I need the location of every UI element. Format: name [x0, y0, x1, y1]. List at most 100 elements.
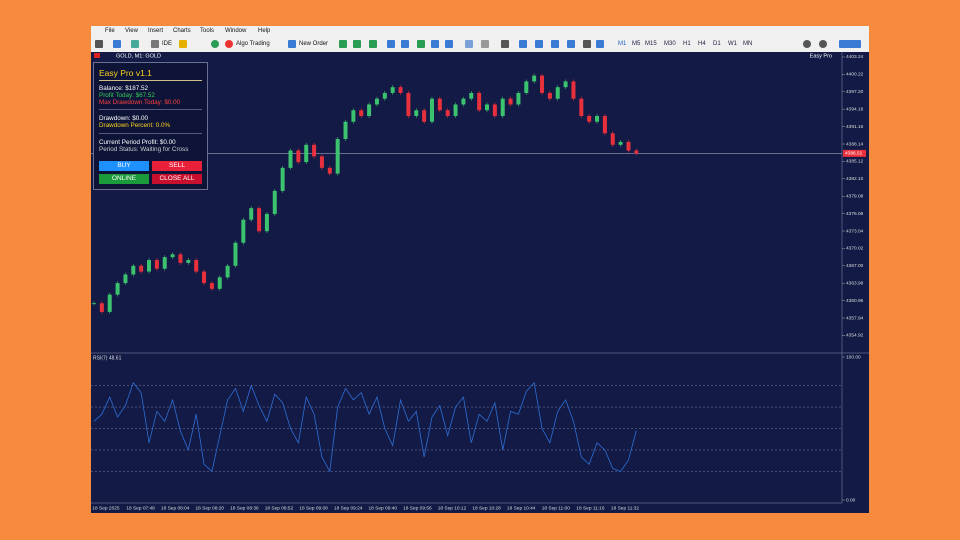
icon [417, 40, 425, 48]
time-label: 18 Sep 11:32 [611, 505, 640, 511]
menu-item[interactable]: Help [258, 28, 271, 34]
icon [369, 40, 377, 48]
icon [465, 40, 473, 48]
timeframe-button[interactable]: M1 [618, 41, 627, 47]
time-label: 18 Sep 07:48 [126, 505, 155, 511]
time-label: 18 Sep 11:00 [542, 505, 571, 511]
price-label: 4388.14 [846, 141, 864, 147]
price-label: 4370.02 [846, 246, 864, 252]
icon [596, 40, 604, 48]
current-price-label: 4386.51 [845, 151, 863, 157]
flag-icon [94, 53, 100, 58]
timeframe-button[interactable]: D1 [713, 41, 721, 47]
price-label: 4400.22 [846, 72, 864, 78]
current-period-profit: Current Period Profit: $0.00 [99, 139, 176, 146]
icon [179, 40, 187, 48]
buy-button[interactable]: BUY [99, 161, 149, 171]
timeframe-button[interactable]: MN [743, 41, 753, 47]
icon [803, 40, 811, 48]
online-button[interactable]: ONLINE [99, 174, 149, 184]
price-label: 4363.98 [846, 280, 864, 286]
time-label: 18 Sep 08:04 [161, 505, 190, 511]
time-label: 18 Sep 08:20 [196, 505, 225, 511]
icon [431, 40, 439, 48]
ide-button[interactable]: IDE [162, 41, 173, 47]
menu-item[interactable]: Tools [200, 28, 215, 34]
icon [839, 40, 861, 48]
time-label: 18 Sep 10:12 [438, 505, 467, 511]
icon [131, 40, 139, 48]
separator [99, 109, 202, 110]
time-label: 18 Sep 09:56 [403, 505, 432, 511]
timeframe-button[interactable]: M15 [645, 41, 657, 47]
icon [535, 40, 543, 48]
icon [819, 40, 827, 48]
icon [339, 40, 347, 48]
time-label: 18 Sep 10:44 [507, 505, 536, 511]
timeframe-button[interactable]: H4 [698, 41, 706, 47]
time-label: 18 Sep 09:08 [299, 505, 328, 511]
balance: Balance: $187.52 [99, 85, 149, 92]
rsi-line [93, 381, 637, 473]
timeframe-button[interactable]: M5 [632, 41, 641, 47]
icon [501, 40, 509, 48]
menu-item[interactable]: Window [225, 28, 247, 34]
price-label: 4391.16 [846, 124, 864, 130]
timeframe-button[interactable]: M30 [664, 41, 676, 47]
timeframe-button[interactable]: H1 [683, 41, 691, 47]
chart-header: GOLD, M1: GOLD [116, 53, 161, 59]
sell-button[interactable]: SELL [152, 161, 202, 171]
separator [99, 133, 202, 134]
time-label: 18 Sep 09:40 [369, 505, 398, 511]
time-label: 18 Sep 08:52 [265, 505, 294, 511]
rsi-tick-label: 100.00 [846, 354, 861, 360]
icon [95, 40, 103, 48]
price-label: 4397.20 [846, 89, 864, 95]
icon [567, 40, 575, 48]
price-label: 4354.92 [846, 333, 864, 339]
menu-item[interactable]: View [125, 28, 138, 34]
indicator-name: Easy Pro [810, 53, 832, 59]
icon [583, 40, 591, 48]
price-label: 4382.10 [846, 176, 864, 182]
price-label: 4373.04 [846, 228, 864, 234]
price-label: 4379.08 [846, 193, 864, 199]
menu-item[interactable]: Insert [148, 28, 164, 34]
menu-item[interactable]: File [105, 28, 115, 34]
price-label: 4357.94 [846, 315, 864, 321]
period-status: Period Status: Waiting for Cross [99, 146, 189, 153]
icon [445, 40, 453, 48]
easy-pro-panel: Easy Pro v1.1 Balance: $187.52 Profit To… [93, 62, 208, 190]
price-label: 4385.12 [846, 159, 864, 165]
price-label: 4360.96 [846, 298, 864, 304]
time-label: 18 Sep 2025 [92, 505, 120, 511]
algo-trading-button[interactable]: Algo Trading [236, 41, 270, 47]
icon [225, 40, 233, 48]
close-all-button[interactable]: CLOSE ALL [152, 174, 202, 184]
time-label: 18 Sep 11:16 [576, 505, 605, 511]
menu-item[interactable]: Charts [173, 28, 191, 34]
drawdown: Drawdown: $0.00 [99, 115, 149, 122]
panel-title: Easy Pro v1.1 [99, 68, 152, 78]
max-drawdown-today: Max Drawdown Today: $0.00 [99, 99, 181, 106]
price-label: 4376.06 [846, 211, 864, 217]
icon [481, 40, 489, 48]
time-label: 18 Sep 10:28 [472, 505, 501, 511]
current-price-box [843, 149, 866, 157]
price-label: 4394.18 [846, 106, 864, 112]
rsi-title: RSI(7) 48.61 [93, 355, 122, 361]
separator [99, 80, 202, 81]
price-label: 4403.24 [846, 54, 864, 60]
icon [211, 40, 219, 48]
icon [151, 40, 159, 48]
new-order-button[interactable]: New Order [299, 41, 329, 47]
icon [519, 40, 527, 48]
timeframe-button[interactable]: W1 [728, 41, 737, 47]
menu-bar: File View Insert Charts Tools Window Help [91, 26, 869, 36]
icon [113, 40, 121, 48]
rsi-tick-label: 0.00 [846, 497, 856, 503]
icon [551, 40, 559, 48]
price-label: 4367.00 [846, 263, 864, 269]
